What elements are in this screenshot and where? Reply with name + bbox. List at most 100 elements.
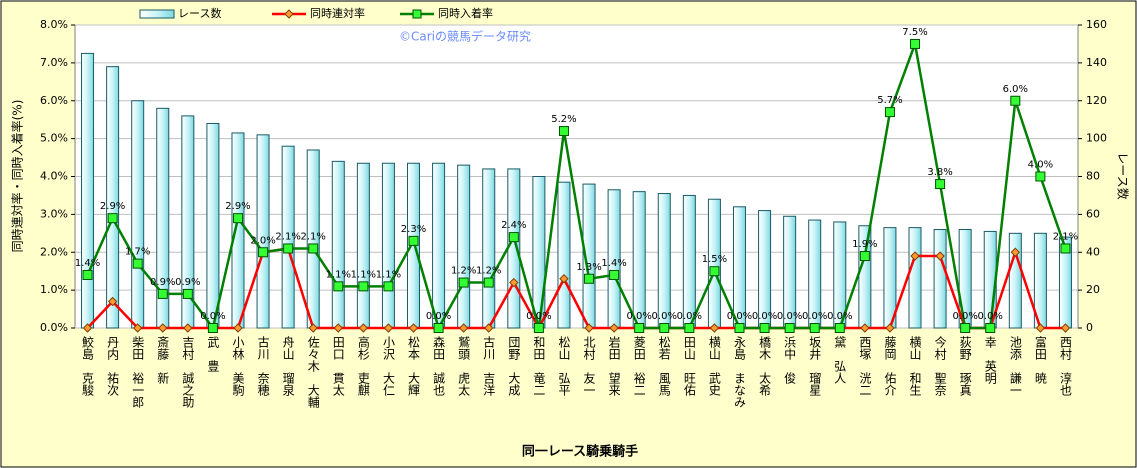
marker <box>82 323 93 333</box>
marker <box>509 277 519 288</box>
bar <box>657 193 671 329</box>
data-label: 5.7% <box>877 95 902 106</box>
y2-tick-label: 60 <box>1086 207 1100 220</box>
data-label: 0.0% <box>626 311 651 322</box>
marker <box>834 323 845 333</box>
bar <box>432 162 446 329</box>
marker <box>1035 171 1046 182</box>
marker <box>182 288 193 299</box>
data-label: 2.1% <box>1053 231 1078 242</box>
bar <box>256 134 270 329</box>
marker <box>609 269 620 280</box>
legend-label: 同時入着率 <box>438 6 493 20</box>
x-tick-label: 小林 美駒 <box>231 336 245 397</box>
x-tick-label: 松山 弘平 <box>557 336 571 396</box>
x-tick-label: 松本 大輝 <box>407 336 421 396</box>
data-label: 0.0% <box>952 311 977 322</box>
legend-label: 同時連対率 <box>310 6 365 20</box>
data-label: 0.0% <box>652 311 677 322</box>
data-label: 1.5% <box>702 254 727 265</box>
bar <box>908 227 922 329</box>
marker <box>935 251 945 261</box>
data-label: 3.8% <box>927 167 952 178</box>
marker <box>759 323 770 333</box>
data-label: 0.0% <box>802 311 827 322</box>
x-tick-label: 森田 誠也 <box>432 335 446 396</box>
bar <box>331 160 345 329</box>
marker <box>1010 95 1021 106</box>
bar <box>381 162 395 329</box>
y-tick-label: 7.0% <box>40 56 68 69</box>
y-tick-label: 3.0% <box>40 207 68 220</box>
bar <box>482 168 496 329</box>
x-tick-label: 浜中 俊 <box>783 336 797 384</box>
data-label: 0.0% <box>752 311 777 322</box>
marker <box>483 277 494 288</box>
data-label: 0.0% <box>677 311 702 322</box>
data-label: 0.0% <box>200 311 225 322</box>
marker <box>533 323 544 333</box>
data-label: 0.9% <box>175 277 200 288</box>
marker <box>960 323 971 333</box>
y2-tick-label: 0 <box>1086 321 1093 334</box>
x-tick-label: 田山 旺佑 <box>682 336 696 396</box>
x-tick-label: 吉村 誠之助 <box>181 336 195 408</box>
data-label: 2.9% <box>225 201 250 212</box>
marker <box>433 323 444 333</box>
bar <box>206 122 220 329</box>
marker <box>333 323 343 333</box>
x-tick-label: 丹内 祐次 <box>106 336 120 397</box>
marker <box>508 232 519 243</box>
marker <box>358 281 369 292</box>
data-label: 2.3% <box>401 224 426 235</box>
marker <box>132 258 143 269</box>
data-label: 2.0% <box>250 235 275 246</box>
bar <box>732 206 746 329</box>
x-tick-label: 鷲頭 虎太 <box>457 336 471 396</box>
marker <box>132 323 143 333</box>
data-label: 7.5% <box>902 27 927 38</box>
marker <box>985 323 996 333</box>
bar <box>81 52 95 329</box>
x-tick-label: 古川 吉洋 <box>482 335 496 396</box>
marker <box>158 323 168 333</box>
data-label: 2.1% <box>275 231 300 242</box>
y-tick-label: 4.0% <box>40 170 68 183</box>
data-label: 1.7% <box>125 247 150 258</box>
bar <box>106 66 120 329</box>
x-tick-label: 池添 謙一 <box>1008 336 1022 396</box>
x-tick-label: 柴田 裕一郎 <box>131 336 145 408</box>
x-axis-title: 同一レース騎乗騎手 <box>522 444 638 460</box>
y2-tick-label: 20 <box>1086 283 1100 296</box>
marker <box>233 323 243 333</box>
marker <box>884 107 895 118</box>
x-tick-label: 永島 まなみ <box>732 336 746 408</box>
marker <box>584 323 594 333</box>
data-label: 0.0% <box>526 311 551 322</box>
data-label: 1.3% <box>576 262 601 273</box>
y-tick-label: 2.0% <box>40 245 68 258</box>
marker <box>183 323 193 333</box>
y2-axis-title: レース数 <box>1116 152 1131 199</box>
data-label: 1.4% <box>75 258 100 269</box>
marker <box>784 323 795 333</box>
marker <box>634 323 645 333</box>
bar <box>281 145 295 329</box>
y-tick-label: 8.0% <box>40 18 68 31</box>
marker <box>609 323 619 333</box>
x-tick-label: 横山 和生 <box>908 336 922 396</box>
x-tick-label: 橋木 太希 <box>758 336 772 396</box>
bar <box>632 191 646 329</box>
x-tick-label: 今村 聖奈 <box>933 335 947 396</box>
line <box>86 247 1066 331</box>
marker <box>258 247 269 258</box>
y-tick-label: 6.0% <box>40 94 68 107</box>
y2-tick-label: 140 <box>1086 56 1107 69</box>
x-tick-label: 黛 弘人 <box>833 336 847 384</box>
x-tick-label: 荻野 琢真 <box>958 336 972 397</box>
marker <box>709 266 720 277</box>
data-label: 0.0% <box>827 311 852 322</box>
data-label: 0.0% <box>727 311 752 322</box>
x-tick-label: 小沢 大仁 <box>381 336 395 396</box>
data-label: 1.1% <box>351 269 376 280</box>
